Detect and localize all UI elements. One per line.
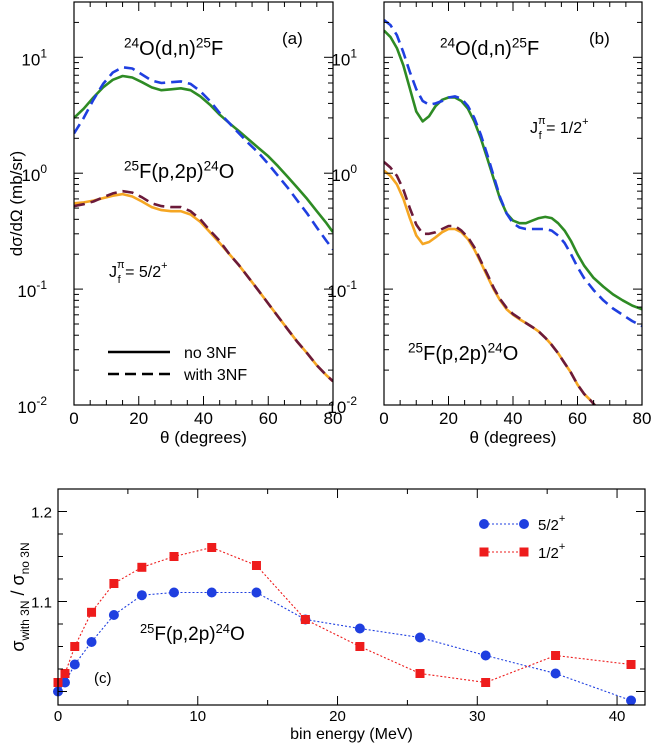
reaction-label-dn: 24O(d,n)25F — [124, 35, 223, 60]
x-tick-label: 60 — [259, 409, 278, 428]
data-point — [355, 642, 365, 651]
x-axis-label: bin energy (MeV) — [290, 726, 413, 743]
data-point — [60, 669, 70, 678]
y-tick-label: 10-2 — [17, 394, 47, 417]
series-line-1 — [74, 74, 333, 233]
x-tick-label: 0 — [69, 409, 78, 428]
legend-marker — [479, 519, 489, 529]
legend-marker — [519, 519, 529, 529]
series-line-3 — [74, 192, 333, 383]
data-point — [136, 590, 147, 601]
x-tick-label: 20 — [129, 409, 148, 428]
y-tick-label: 10-1 — [327, 278, 357, 301]
series-line — [57, 591, 632, 702]
x-tick-label: 0 — [54, 708, 62, 725]
data-point — [354, 623, 365, 634]
x-tick-label: 0 — [379, 409, 388, 428]
y-tick-label: 100 — [21, 162, 47, 185]
plot-frame — [57, 488, 646, 706]
series-2 — [53, 543, 636, 687]
y-axis-label: σwith 3N / σno 3N — [8, 542, 32, 651]
x-tick-label: 80 — [633, 409, 652, 428]
panel-c: 0 10 20 30 40 1.1 1.2 bin energy (MeV) σwith 3N … — [8, 488, 646, 743]
data-point — [108, 610, 119, 620]
x-tick-label: 80 — [324, 409, 343, 428]
data-point — [137, 562, 147, 572]
series-line-4 — [74, 189, 333, 383]
state-label: Jπ f = 1/2+ — [530, 115, 589, 142]
data-point — [414, 632, 425, 643]
reaction-label-dn: 24O(d,n)25F — [440, 35, 539, 60]
data-point — [206, 587, 217, 598]
x-tick-label: 40 — [194, 409, 213, 428]
legend-marker — [479, 547, 489, 557]
y-tick-label: 1.2 — [31, 505, 52, 522]
x-tick-label: 20 — [439, 409, 458, 428]
state-label: Jπ f = 5/2+ — [109, 259, 168, 286]
legend-label: 5/2+ — [538, 513, 565, 534]
legend-label: no 3NF — [184, 345, 237, 362]
y-axis-label: dσ/dΩ (mb/sr) — [7, 151, 26, 256]
series-line-4 — [384, 161, 597, 405]
x-tick-label: 60 — [568, 409, 587, 428]
reaction-label-p2p: 25F(p,2p)24O — [140, 621, 245, 645]
data-point — [87, 607, 97, 617]
series-group — [74, 66, 333, 383]
x-tick-label: 40 — [609, 708, 626, 725]
series-line-3 — [384, 169, 597, 405]
panel-label: (b) — [589, 29, 610, 48]
y-tick-label: 10-1 — [17, 278, 47, 301]
data-point — [86, 637, 97, 647]
panel-label: (c) — [94, 670, 112, 687]
data-point — [109, 579, 119, 588]
x-tick-label: 30 — [469, 708, 486, 725]
data-point — [207, 543, 217, 552]
x-tick-label: 20 — [329, 708, 346, 725]
data-point — [251, 561, 261, 570]
data-point — [70, 642, 80, 651]
reaction-label-p2p: 25F(p,2p)24O — [124, 158, 234, 183]
y-tick-label: 101 — [21, 46, 47, 69]
x-axis-label: θ (degrees) — [470, 428, 557, 447]
series-1 — [53, 587, 637, 706]
data-point — [626, 695, 637, 706]
series-line-1 — [384, 29, 642, 311]
data-point — [480, 650, 491, 661]
data-point — [300, 615, 310, 624]
series-line-2 — [384, 18, 642, 328]
data-point — [481, 678, 491, 687]
data-point — [169, 552, 179, 561]
data-point — [415, 669, 425, 678]
data-point — [69, 659, 80, 670]
panel-label: (a) — [282, 29, 303, 48]
data-point — [551, 651, 561, 660]
legend-label: with 3NF — [183, 367, 247, 384]
series-line — [57, 546, 632, 684]
panel-a: 0 20 40 60 80 10-2 10-1 100 101 θ (degrees) (a) 24O… — [7, 1, 343, 447]
data-point — [169, 587, 180, 598]
x-tick-label: 10 — [189, 708, 206, 725]
x-axis-label: θ (degrees) — [160, 428, 247, 447]
y-tick-label: 10-2 — [327, 394, 357, 417]
data-point — [626, 660, 636, 669]
x-tick-label: 40 — [504, 409, 523, 428]
legend-label: 1/2+ — [538, 541, 565, 562]
series-group — [384, 18, 642, 405]
y-tick-label: 1.1 — [31, 595, 52, 612]
data-point — [251, 587, 262, 598]
y-tick-label: 100 — [331, 162, 357, 185]
data-point — [550, 668, 561, 679]
series-line-2 — [74, 66, 333, 251]
legend-marker — [519, 547, 529, 557]
reaction-label-p2p: 25F(p,2p)24O — [408, 340, 518, 365]
y-tick-label: 101 — [331, 46, 357, 69]
